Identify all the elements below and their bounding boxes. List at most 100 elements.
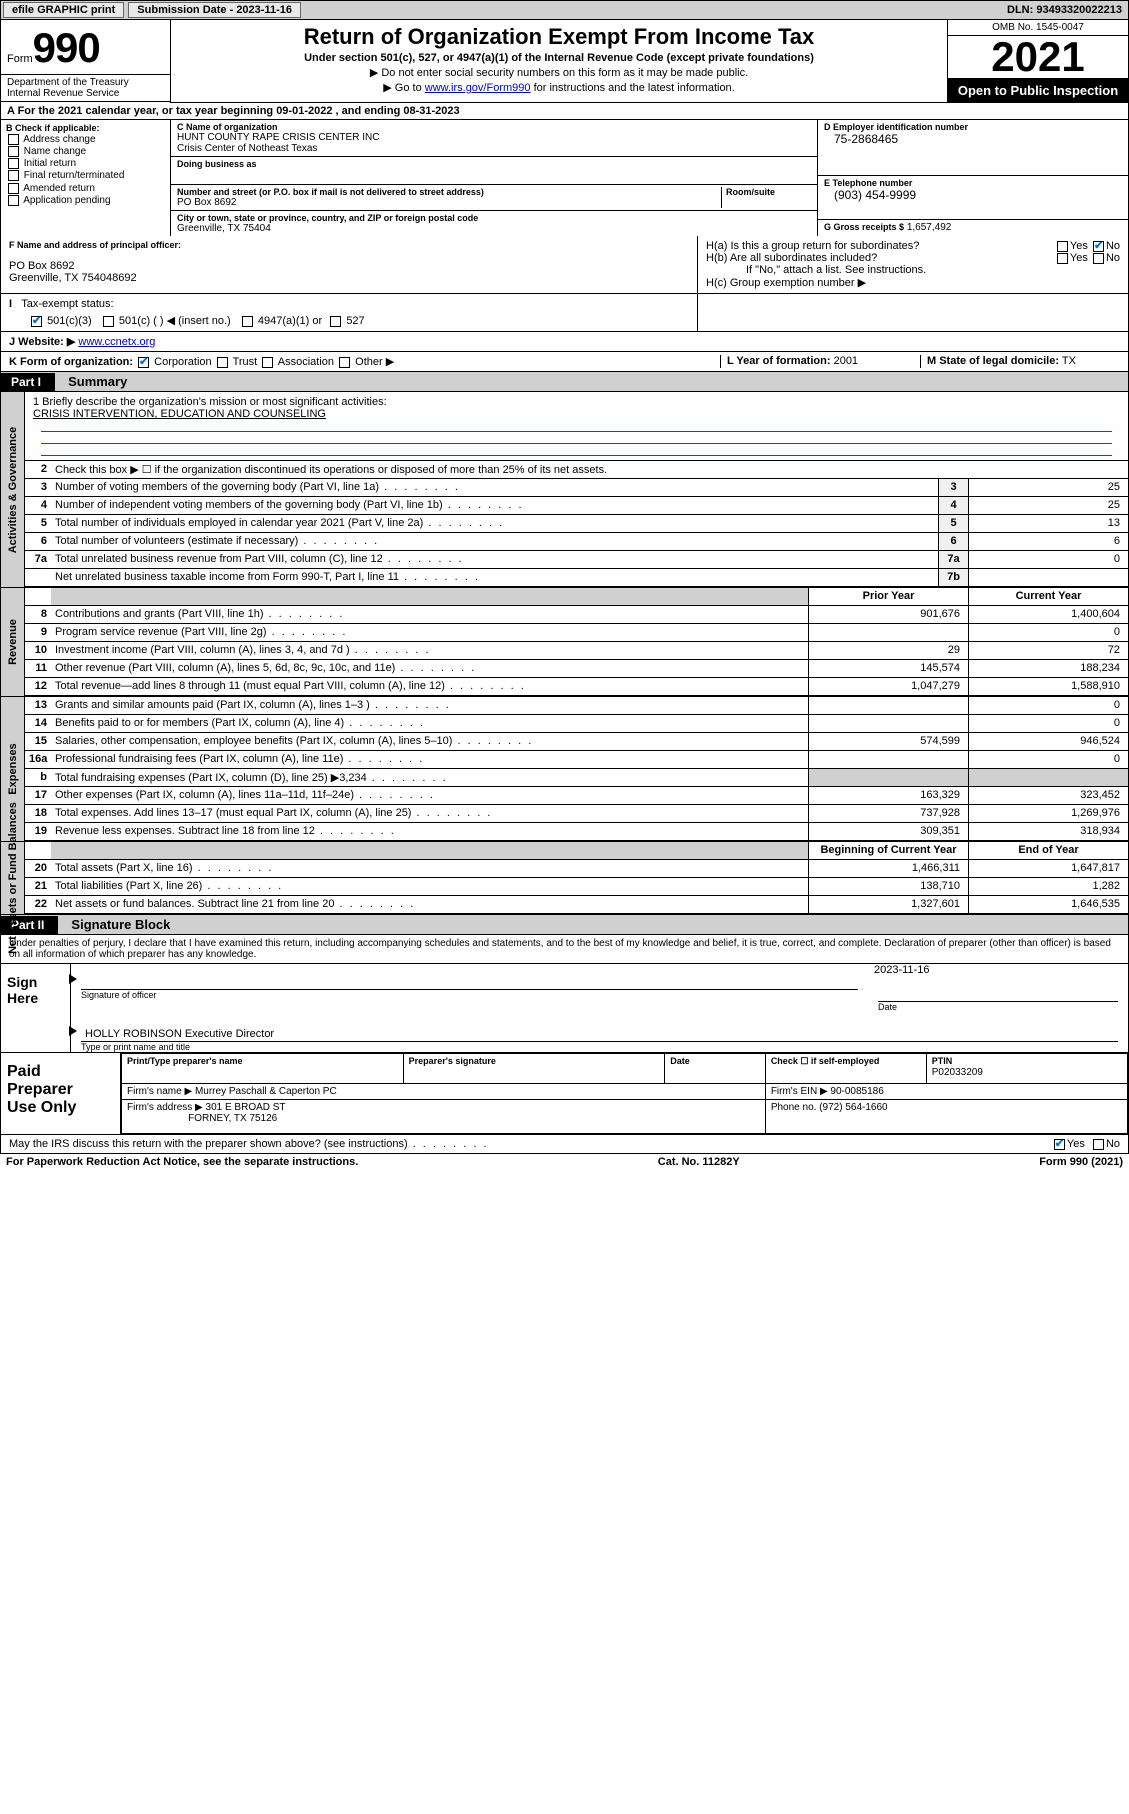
hb-label: H(b) Are all subordinates included? [706, 252, 877, 264]
footer-right: Form 990 (2021) [1039, 1156, 1123, 1168]
part1-title: Summary [58, 372, 137, 391]
vtab-rev-label: Revenue [7, 619, 19, 665]
cb-initial-return[interactable] [8, 158, 19, 169]
efile-label[interactable]: efile GRAPHIC print [3, 2, 124, 18]
footer-left: For Paperwork Reduction Act Notice, see … [6, 1156, 358, 1168]
form-title: Return of Organization Exempt From Incom… [181, 24, 937, 50]
website-link[interactable]: www.ccnetx.org [78, 336, 155, 348]
row-i: I Tax-exempt status: 501(c)(3) 501(c) ( … [1, 294, 698, 331]
submission-date[interactable]: Submission Date - 2023-11-16 [128, 2, 301, 18]
vtab-netassets: Net Assets or Fund Balances [1, 842, 25, 914]
cb-address-change[interactable] [8, 134, 19, 145]
open-public: Open to Public Inspection [948, 79, 1128, 102]
firm-name-label: Firm's name ▶ [127, 1086, 192, 1097]
tax-year: 2021 [948, 36, 1128, 79]
gov-row: 3 Number of voting members of the govern… [25, 479, 1128, 497]
hb-note: If "No," attach a list. See instructions… [706, 264, 1120, 276]
arrow-icon [69, 974, 77, 984]
form-org-label: K Form of organization: [9, 356, 133, 368]
cb-hb-yes[interactable] [1057, 253, 1068, 264]
officer-hdr: F Name and address of principal officer: [9, 240, 689, 250]
form-id-box: Form990 [1, 20, 171, 75]
year-form-label: L Year of formation: [727, 355, 831, 367]
firm-ein: 90-0085186 [830, 1086, 883, 1097]
cb-final-return[interactable] [8, 170, 19, 181]
table-row: 10 Investment income (Part VIII, column … [25, 642, 1128, 660]
cb-ha-yes[interactable] [1057, 241, 1068, 252]
part2-title: Signature Block [61, 915, 180, 934]
line2-desc: Check this box ▶ ☐ if the organization d… [51, 461, 1128, 478]
cb-ha-no[interactable] [1093, 241, 1104, 252]
box-h: H(a) Is this a group return for subordin… [698, 236, 1128, 293]
table-row: 18 Total expenses. Add lines 13–17 (must… [25, 805, 1128, 823]
table-row: 19 Revenue less expenses. Subtract line … [25, 823, 1128, 841]
row-i-right [698, 294, 1128, 331]
paid-l2: Preparer [7, 1081, 114, 1099]
lbl-4947: 4947(a)(1) or [258, 315, 322, 327]
sig-officer-cap: Signature of officer [71, 990, 868, 1000]
table-row: 12 Total revenue—add lines 8 through 11 … [25, 678, 1128, 696]
title-box: Return of Organization Exempt From Incom… [171, 20, 948, 103]
gross-hdr: G Gross receipts $ [824, 222, 904, 232]
gov-row: 4 Number of independent voting members o… [25, 497, 1128, 515]
firm-addr-label: Firm's address ▶ [127, 1102, 203, 1113]
cb-hb-no[interactable] [1093, 253, 1104, 264]
goto-pre: ▶ Go to [383, 82, 424, 94]
arrow-icon [69, 1026, 77, 1036]
cb-name-change[interactable] [8, 146, 19, 157]
row-j: J Website: ▶ www.ccnetx.org [0, 332, 1129, 352]
form-number: 990 [33, 24, 100, 71]
hdr-end-year: End of Year [968, 842, 1128, 859]
mission-block: 1 Briefly describe the organization's mi… [25, 392, 1128, 461]
prep-ptin-hdr: PTIN [932, 1056, 953, 1066]
cb-amended[interactable] [8, 183, 19, 194]
cb-discuss-no[interactable] [1093, 1139, 1104, 1150]
dba-hdr: Doing business as [177, 159, 811, 169]
prep-name-hdr: Print/Type preparer's name [127, 1056, 243, 1066]
table-row: 15 Salaries, other compensation, employe… [25, 733, 1128, 751]
table-row: 14 Benefits paid to or for members (Part… [25, 715, 1128, 733]
gross-val: 1,657,492 [907, 222, 952, 233]
city-val: Greenville, TX 75404 [177, 223, 811, 234]
table-row: 16a Professional fundraising fees (Part … [25, 751, 1128, 769]
lbl-trust: Trust [233, 356, 258, 368]
cb-trust[interactable] [217, 357, 228, 368]
cb-app-pending[interactable] [8, 195, 19, 206]
ein-hdr: D Employer identification number [824, 122, 1122, 132]
lbl-address-change: Address change [23, 134, 95, 145]
sign-date: 2023-11-16 [868, 964, 1128, 976]
table-row: 22 Net assets or fund balances. Subtract… [25, 896, 1128, 914]
box-f: F Name and address of principal officer:… [1, 236, 698, 293]
paid-l3: Use Only [7, 1099, 114, 1117]
form990-link[interactable]: www.irs.gov/Form990 [425, 82, 531, 94]
hdr-current-year: Current Year [968, 588, 1128, 605]
preparer-table: Print/Type preparer's name Preparer's si… [121, 1053, 1128, 1134]
lbl-corp: Corporation [154, 356, 211, 368]
table-row: 9 Program service revenue (Part VIII, li… [25, 624, 1128, 642]
addr-hdr: Number and street (or P.O. box if mail i… [177, 187, 721, 197]
cb-501c[interactable] [103, 316, 114, 327]
cb-other[interactable] [339, 357, 350, 368]
lbl-app-pending: Application pending [23, 195, 110, 206]
cb-assoc[interactable] [262, 357, 273, 368]
cb-527[interactable] [330, 316, 341, 327]
cb-discuss-yes[interactable] [1054, 1139, 1065, 1150]
vtab-na-label: Net Assets or Fund Balances [7, 802, 19, 954]
phone-val: (903) 454-9999 [824, 188, 1122, 202]
phone-hdr: E Telephone number [824, 178, 1122, 188]
vtab-exp-label: Expenses [7, 743, 19, 794]
form-word: Form [7, 53, 33, 65]
form-subtitle: Under section 501(c), 527, or 4947(a)(1)… [181, 52, 937, 64]
firm-phone-label: Phone no. [771, 1102, 817, 1113]
dept-treasury: Department of the Treasury Internal Reve… [1, 75, 170, 102]
lbl-other: Other ▶ [355, 356, 394, 368]
table-row: 8 Contributions and grants (Part VIII, l… [25, 606, 1128, 624]
cb-501c3[interactable] [31, 316, 42, 327]
cb-corp[interactable] [138, 357, 149, 368]
cb-4947[interactable] [242, 316, 253, 327]
vtab-gov-label: Activities & Governance [7, 426, 19, 553]
domicile-label: M State of legal domicile: [927, 355, 1059, 367]
box-c: C Name of organization HUNT COUNTY RAPE … [171, 120, 818, 236]
lbl-501c3: 501(c)(3) [47, 315, 92, 327]
lbl-amended: Amended return [23, 183, 95, 194]
